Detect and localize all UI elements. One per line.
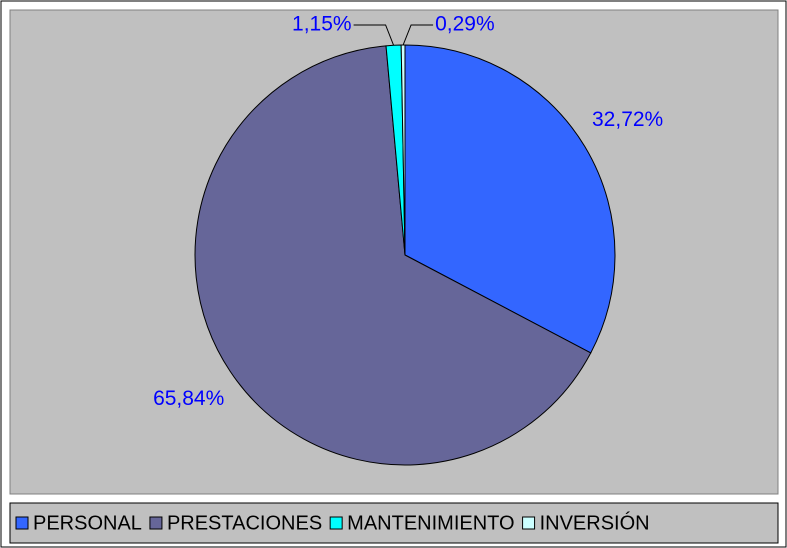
legend-label: MANTENIMIENTO	[347, 512, 514, 534]
legend-label: PERSONAL	[33, 512, 142, 534]
legend-label: INVERSIÓN	[540, 511, 650, 534]
value-label: 0,29%	[435, 13, 495, 36]
legend-swatch	[149, 516, 163, 530]
legend-swatch	[15, 516, 29, 530]
value-label: 65,84%	[153, 387, 224, 410]
value-label: 1,15%	[292, 13, 352, 36]
leader-line	[402, 24, 434, 46]
pie-slice	[194, 45, 592, 466]
legend-label: PRESTACIONES	[167, 512, 322, 534]
legend-box	[9, 502, 779, 544]
leader-line	[353, 24, 395, 46]
legend-swatch	[522, 516, 536, 530]
pie-slice	[404, 44, 616, 354]
legend-swatch	[329, 516, 343, 530]
value-label: 32,72%	[592, 108, 663, 131]
